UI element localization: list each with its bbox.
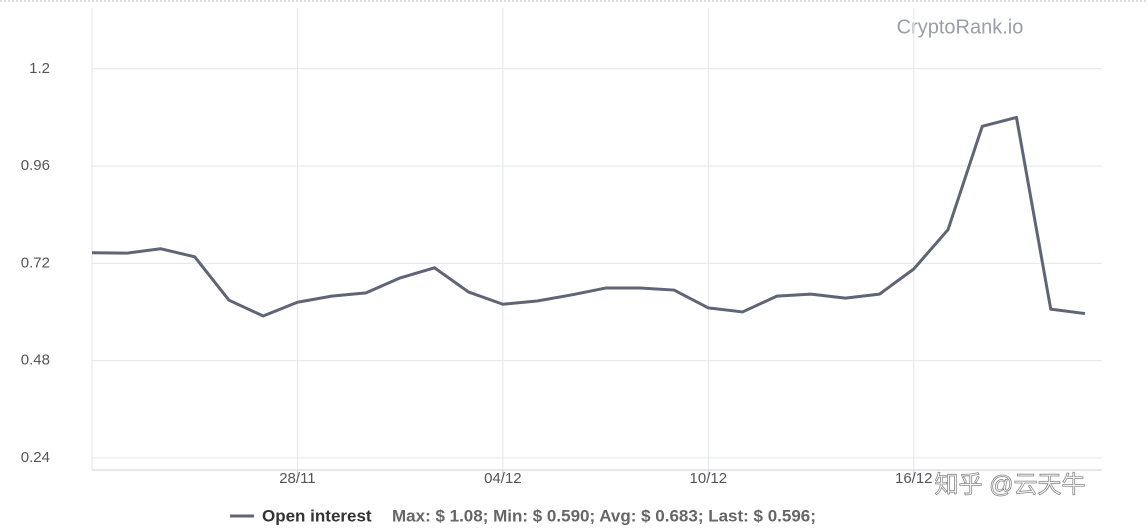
- y-tick-label: 0.96: [21, 157, 50, 174]
- legend: Open interest Max: $ 1.08; Min: $ 0.590;…: [230, 506, 816, 525]
- legend-summary: Max: $ 1.08; Min: $ 0.590; Avg: $ 0.683;…: [392, 506, 816, 525]
- credit: 知乎 @云天牛: [934, 471, 1085, 498]
- line-series: [91, 115, 1086, 318]
- y-tick-label: 0.48: [21, 352, 50, 369]
- y-tick-label: 0.72: [21, 254, 50, 271]
- x-tick-label: 04/12: [484, 470, 522, 487]
- x-tick-label: 16/12: [895, 470, 933, 487]
- watermark: CryptoRank.io: [897, 16, 1024, 38]
- x-tick-label: 28/11: [279, 470, 315, 487]
- x-tick-label: 10/12: [690, 470, 728, 487]
- legend-label: Open interest: [262, 506, 372, 525]
- y-tick-label: 1.2: [29, 60, 50, 77]
- y-tick-label: 0.24: [21, 449, 50, 466]
